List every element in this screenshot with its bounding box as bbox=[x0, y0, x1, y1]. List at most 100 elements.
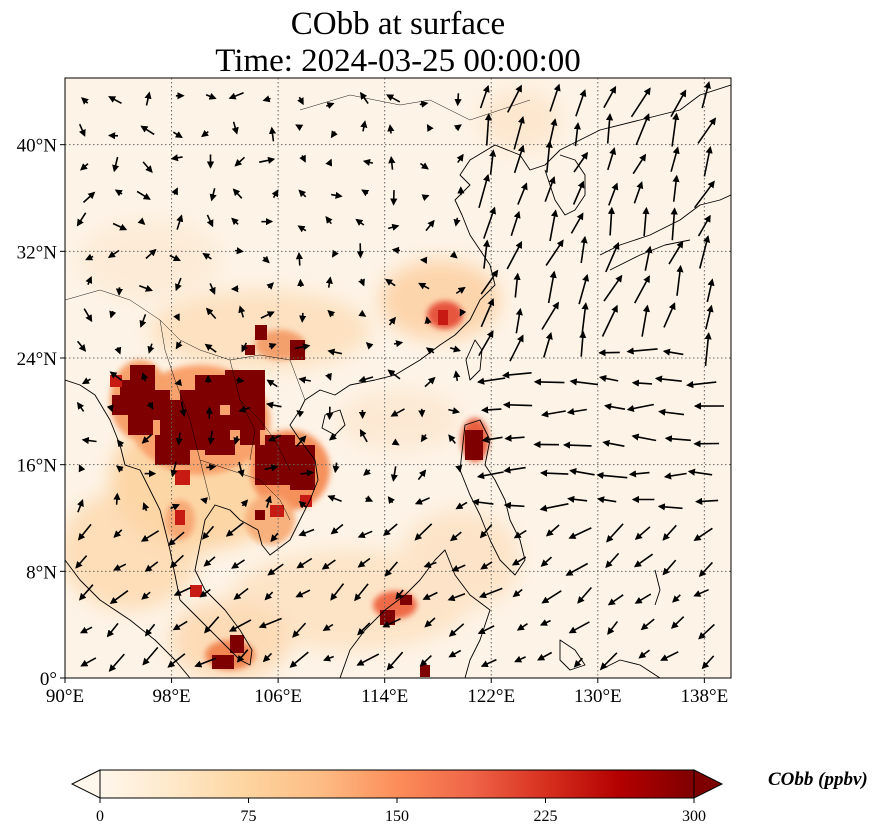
wind-arrow bbox=[147, 343, 155, 354]
wind-arrow bbox=[699, 235, 711, 269]
wind-arrow bbox=[386, 651, 404, 671]
wind-arrow bbox=[298, 189, 307, 198]
wind-arrow bbox=[172, 620, 188, 631]
wind-arrow bbox=[607, 206, 616, 236]
wind-arrow bbox=[176, 214, 184, 230]
wind-arrow bbox=[391, 438, 400, 446]
colorbar-extend-min bbox=[70, 769, 101, 799]
wind-arrow bbox=[568, 527, 592, 539]
wind-arrow bbox=[294, 343, 311, 351]
wind-arrow bbox=[607, 621, 619, 635]
wind-arrow bbox=[297, 96, 304, 106]
wind-arrow bbox=[173, 313, 180, 322]
wind-arrow bbox=[448, 623, 465, 637]
lat-tick-label: 24°N bbox=[17, 349, 58, 370]
wind-arrow bbox=[539, 503, 569, 512]
wind-arrow bbox=[607, 594, 624, 606]
wind-arrow bbox=[644, 245, 653, 271]
longitude-axis: 90°E 98°E 106°E 114°E 122°E 130°E 138°E bbox=[46, 678, 728, 707]
wind-arrow bbox=[420, 434, 428, 443]
wind-arrow bbox=[626, 347, 658, 355]
wind-arrow bbox=[701, 81, 711, 109]
wind-arrow bbox=[112, 222, 128, 231]
wind-arrow bbox=[577, 586, 593, 604]
wind-arrow bbox=[115, 465, 124, 473]
lat-tick-label: 40°N bbox=[17, 136, 58, 157]
wind-arrow bbox=[701, 655, 715, 670]
wind-arrow bbox=[365, 495, 374, 502]
wind-arrow bbox=[204, 616, 220, 634]
wind-arrow bbox=[107, 249, 120, 259]
wind-arrow bbox=[141, 433, 153, 444]
wind-arrow bbox=[657, 503, 683, 511]
wind-arrow bbox=[137, 217, 146, 225]
wind-arrow bbox=[547, 270, 557, 304]
wind-arrow bbox=[76, 340, 87, 352]
wind-arrow bbox=[543, 332, 553, 358]
wind-arrow bbox=[106, 622, 119, 638]
wind-arrow bbox=[455, 286, 466, 295]
wind-arrow bbox=[635, 113, 650, 146]
country-borders bbox=[65, 94, 531, 521]
wind-arrow bbox=[114, 346, 122, 355]
wind-arrow bbox=[513, 529, 527, 539]
wind-arrow bbox=[360, 120, 368, 132]
map-title: CObb at surface bbox=[290, 6, 506, 42]
wind-arrow bbox=[573, 151, 589, 173]
wind-arrow bbox=[698, 623, 715, 640]
wind-arrow bbox=[356, 653, 380, 666]
wind-arrow bbox=[387, 369, 401, 380]
wind-arrow bbox=[116, 439, 125, 448]
wind-arrow bbox=[323, 654, 334, 662]
wind-arrow bbox=[638, 649, 650, 659]
wind-arrow bbox=[109, 371, 123, 381]
wind-arrow bbox=[705, 304, 714, 330]
wind-arrow bbox=[607, 147, 617, 171]
wind-arrow bbox=[331, 191, 343, 199]
wind-arrow bbox=[670, 207, 678, 241]
wind-arrow bbox=[570, 212, 584, 234]
wind-arrow bbox=[297, 225, 307, 233]
wind-arrow bbox=[549, 83, 561, 112]
wind-arrow bbox=[515, 307, 523, 334]
wind-arrow bbox=[670, 146, 680, 172]
wind-arrow bbox=[358, 309, 367, 317]
wind-arrow bbox=[266, 379, 278, 388]
wind-arrow bbox=[108, 96, 122, 105]
wind-arrow bbox=[326, 102, 335, 109]
wind-arrow bbox=[419, 162, 429, 170]
wind-arrow bbox=[503, 466, 526, 474]
wind-arrow bbox=[237, 461, 245, 478]
wind-arrow bbox=[471, 498, 494, 506]
lat-tick-label: 0° bbox=[40, 669, 57, 690]
wind-arrow bbox=[418, 282, 430, 290]
wind-arrow bbox=[76, 212, 87, 227]
latitude-axis: 0° 8°N 16°N 24°N 32°N 40°N bbox=[17, 136, 65, 690]
wind-arrow bbox=[296, 410, 305, 418]
colorbar-tick-label: 75 bbox=[241, 808, 257, 825]
wind-arrow bbox=[170, 154, 183, 162]
wind-arrow bbox=[581, 302, 589, 335]
wind-arrow bbox=[634, 593, 652, 604]
wind-arrow bbox=[626, 403, 654, 413]
wind-arrow bbox=[506, 240, 523, 270]
wind-arrow bbox=[539, 469, 569, 477]
wind-arrow bbox=[234, 156, 246, 167]
lat-tick-label: 32°N bbox=[17, 242, 58, 263]
wind-arrow bbox=[480, 658, 497, 668]
wind-arrow bbox=[80, 163, 89, 171]
wind-arrow bbox=[658, 408, 685, 416]
wind-arrow bbox=[670, 89, 687, 117]
wind-arrow bbox=[327, 348, 343, 356]
wind-arrow bbox=[81, 436, 97, 445]
wind-arrow bbox=[240, 499, 249, 508]
wind-arrow bbox=[354, 583, 369, 602]
wind-arrow bbox=[386, 94, 401, 103]
wind-arrow bbox=[82, 191, 96, 203]
wind-arrow bbox=[480, 406, 502, 414]
wind-arrow bbox=[109, 310, 117, 319]
wind-arrow bbox=[603, 85, 617, 109]
wind-arrow bbox=[295, 124, 304, 132]
wind-arrow bbox=[231, 217, 239, 226]
